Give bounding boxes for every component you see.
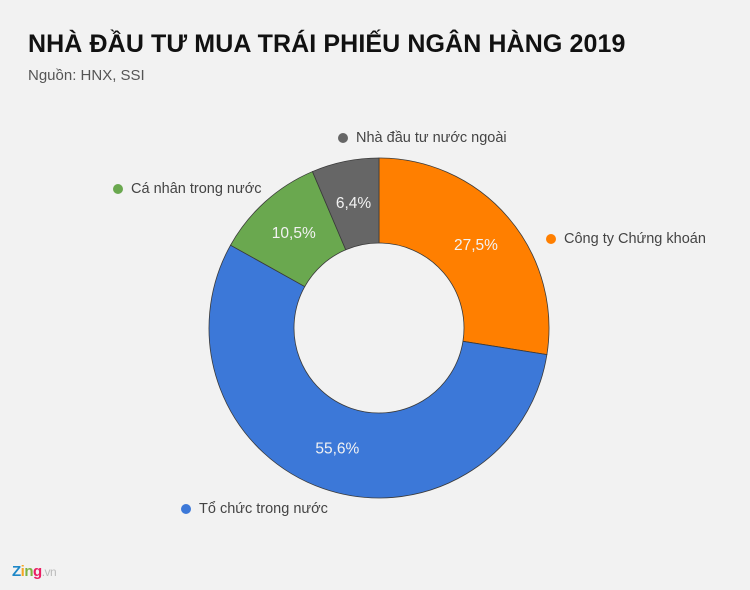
legend-label: Công ty Chứng khoán	[564, 231, 706, 247]
legend-label: Cá nhân trong nước	[131, 181, 262, 197]
logo-letter: g	[33, 563, 42, 580]
slice-percent-label: 6,4%	[336, 195, 372, 212]
logo-letter: i	[20, 563, 25, 580]
legend-dot-icon	[113, 184, 123, 194]
legend-dot-icon	[181, 504, 191, 514]
slice-percent-label: 10,5%	[272, 225, 316, 242]
chart-source: Nguồn: HNX, SSI	[28, 67, 145, 84]
zing-logo: Zing.vn	[12, 563, 57, 580]
slice-percent-label: 55,6%	[315, 440, 359, 457]
legend-label: Tổ chức trong nước	[199, 501, 328, 517]
legend-item-domestic-individuals: Cá nhân trong nước	[113, 181, 261, 197]
slice-domestic-organizations	[208, 244, 548, 499]
logo-domain: .vn	[41, 565, 57, 579]
legend-item-securities-companies: Công ty Chứng khoán	[546, 231, 706, 247]
slice-percent-label: 27,5%	[454, 237, 498, 254]
chart-title: NHÀ ĐẦU TƯ MUA TRÁI PHIẾU NGÂN HÀNG 2019	[28, 30, 626, 58]
legend-dot-icon	[338, 133, 348, 143]
logo-letter: Z	[12, 563, 21, 580]
slice-securities-companies	[378, 157, 550, 356]
legend-item-foreign-investors: Nhà đầu tư nước ngoài	[338, 130, 507, 146]
slice-foreign-investors	[311, 157, 380, 251]
legend-label: Nhà đầu tư nước ngoài	[356, 130, 507, 146]
legend-item-domestic-organizations: Tổ chức trong nước	[181, 501, 328, 517]
logo-letter: n	[24, 563, 34, 580]
donut-slice-labels: 27,5% 55,6% 10,5% 6,4%	[272, 195, 498, 457]
legend-dot-icon	[546, 234, 556, 244]
donut-slices	[208, 157, 550, 499]
